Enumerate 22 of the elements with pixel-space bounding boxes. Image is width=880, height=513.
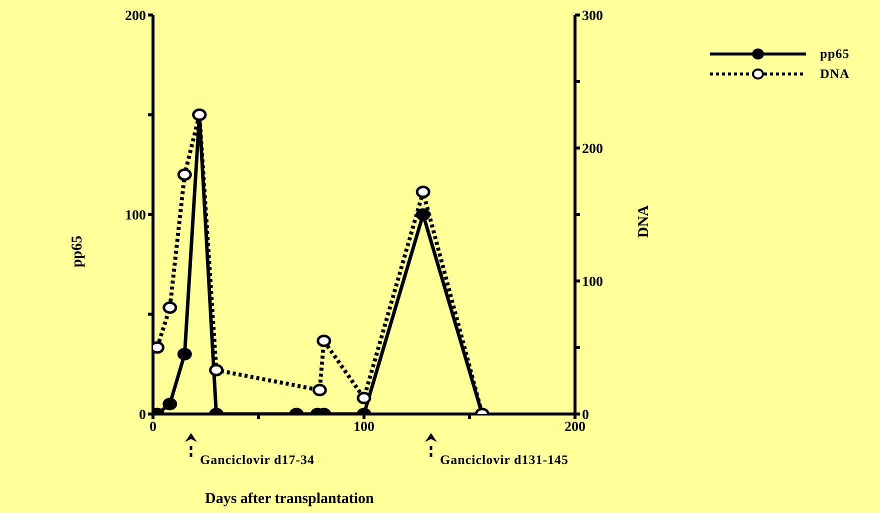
x-tick-label: 0	[150, 420, 156, 435]
y2-axis-title: DNA	[636, 205, 653, 238]
point	[162, 301, 178, 314]
y2-tick-label: 300	[582, 8, 603, 24]
text: Ganciclovir d131-145	[440, 452, 569, 468]
y-tick-label: 200	[125, 8, 146, 24]
point	[312, 384, 327, 396]
point	[416, 186, 430, 198]
y2-tick-label: 100	[582, 274, 603, 290]
y2-tick-label: 200	[582, 142, 603, 157]
y-tick-label: 100	[125, 208, 146, 224]
text: pp65	[820, 46, 850, 62]
point	[209, 364, 224, 376]
y-tick-label: 0	[139, 408, 146, 423]
x-tick-label: 100	[354, 420, 374, 435]
point	[177, 168, 192, 181]
text: Ganciclovir d17-34	[200, 452, 315, 468]
text: DNA	[820, 66, 850, 82]
point	[356, 392, 372, 404]
y-axis-title: pp65	[69, 236, 86, 268]
x-axis-title: Days after transplantation	[205, 491, 374, 508]
point	[316, 334, 332, 348]
